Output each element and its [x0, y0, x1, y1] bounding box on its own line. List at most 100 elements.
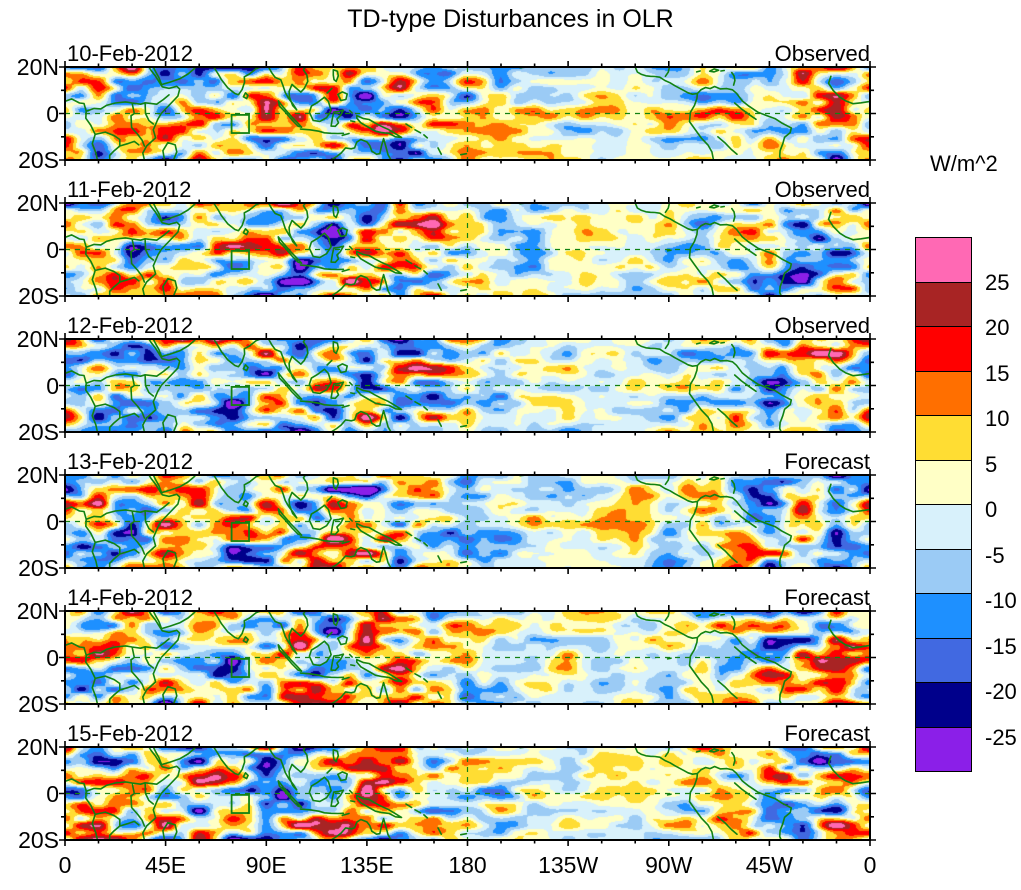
x-axis-label: 180 [448, 852, 487, 878]
panel-border [64, 474, 871, 569]
map-overlay [59, 469, 876, 574]
map-overlay [59, 61, 876, 166]
indian-ocean-region-box [230, 521, 250, 542]
y-axis-label: 0 [46, 236, 59, 263]
panel-type-label: Observed [774, 41, 870, 66]
panel-type-label: Forecast [784, 449, 870, 474]
panel-date-label: 13-Feb-2012 [67, 449, 193, 474]
panel-date-label: 15-Feb-2012 [67, 721, 193, 746]
y-axis-label: 20N [16, 734, 59, 760]
map-overlay [59, 605, 876, 710]
map-overlay [59, 197, 876, 302]
colorbar-cell [915, 415, 972, 461]
colorbar-tick-label: 15 [985, 360, 1010, 386]
axis-ticks [59, 61, 876, 166]
x-axis-label: 0 [58, 852, 72, 878]
panel-border [64, 202, 871, 297]
colorbar-tick-label: 25 [985, 269, 1010, 295]
y-axis-label: 0 [46, 644, 59, 671]
y-axis-label: 20S [18, 283, 59, 309]
axis-ticks [59, 333, 876, 438]
map-panel-11-feb-2012: 11-Feb-2012 Observed 20N 0 20S [17, 177, 876, 309]
panel-header: 12-Feb-2012 Observed [67, 313, 870, 338]
indian-ocean-region-box [230, 793, 250, 814]
panel-border [64, 746, 871, 841]
colorbar-tick-label: 0 [985, 497, 998, 522]
axis-ticks [59, 197, 876, 302]
map-overlay [59, 741, 876, 846]
x-axis-label: 45W [745, 852, 794, 878]
map-panel-14-feb-2012: 14-Feb-2012 Forecast 20N 0 20S [17, 585, 876, 717]
panel-border [64, 610, 871, 705]
panel-type-label: Forecast [784, 721, 870, 746]
x-axis-label: 90E [245, 852, 287, 878]
colorbar-tick-label: -25 [985, 724, 1017, 750]
y-axis-label: 0 [46, 508, 59, 535]
y-axis-label: 20S [18, 419, 59, 445]
colorbar-tick-label: 20 [985, 315, 1010, 340]
panel-header: 10-Feb-2012 Observed [67, 41, 870, 66]
chart-title: TD-type Disturbances in OLR [347, 5, 674, 33]
panel-date-label: 10-Feb-2012 [67, 41, 193, 66]
y-axis-label: 0 [46, 100, 59, 127]
y-axis-label: 20N [16, 190, 59, 216]
colorbar-cell [915, 370, 972, 416]
colorbar-cell [915, 637, 972, 683]
colorbar-cell [915, 237, 972, 283]
colorbar-tick-label: -20 [985, 679, 1017, 704]
panel-date-label: 14-Feb-2012 [67, 585, 193, 610]
colorbar-cell [915, 548, 972, 594]
y-axis-label: 20N [16, 326, 59, 352]
colorbar-cell [915, 281, 972, 327]
y-axis-label: 20N [16, 462, 59, 488]
colorbar-tick-label: -15 [985, 633, 1017, 659]
axis-ticks [59, 605, 876, 710]
y-axis-label: 20S [18, 555, 59, 581]
map-panel-12-feb-2012: 12-Feb-2012 Observed 20N 0 20S [17, 313, 876, 445]
colorbar-cell [915, 326, 972, 372]
x-axis-label: 0 [863, 852, 877, 878]
map-panel-13-feb-2012: 13-Feb-2012 Forecast 20N 0 20S [17, 449, 876, 581]
x-axis-label: 135W [538, 852, 599, 878]
panel-type-label: Observed [774, 177, 870, 202]
panel-border [64, 338, 871, 433]
colorbar [915, 237, 972, 772]
panel-date-label: 11-Feb-2012 [67, 177, 192, 202]
colorbar-cell [915, 459, 972, 505]
panel-header: 14-Feb-2012 Forecast [67, 585, 870, 610]
colorbar-cell [915, 504, 972, 550]
indian-ocean-region-box [230, 385, 250, 406]
panel-type-label: Observed [774, 313, 870, 338]
panel-header: 15-Feb-2012 Forecast [67, 721, 870, 746]
y-axis-label: 20N [16, 54, 59, 80]
colorbar-cell [915, 726, 972, 772]
y-axis-label: 20S [18, 691, 59, 717]
axis-ticks [59, 741, 876, 846]
colorbar-tick-label: -5 [985, 542, 1005, 568]
panel-border [64, 66, 871, 161]
y-axis-label: 20N [16, 598, 59, 624]
colorbar-cell [915, 593, 972, 639]
colorbar-units-label: W/m^2 [930, 151, 998, 176]
colorbar-tick-label: 5 [985, 451, 998, 477]
map-overlay [59, 333, 876, 438]
panel-type-label: Forecast [784, 585, 870, 610]
map-panel-10-feb-2012: 10-Feb-2012 Observed 20N 0 20S [17, 41, 876, 173]
panel-header: 11-Feb-2012 Observed [67, 177, 870, 202]
y-axis-label: 0 [46, 780, 59, 807]
x-axis-label: 135E [340, 852, 394, 878]
y-axis-label: 20S [18, 827, 59, 853]
indian-ocean-region-box [230, 113, 250, 134]
colorbar-cell [915, 682, 972, 728]
panel-header: 13-Feb-2012 Forecast [67, 449, 870, 474]
y-axis-label: 0 [46, 372, 59, 399]
colorbar-tick-label: -10 [985, 588, 1017, 613]
panel-date-label: 12-Feb-2012 [67, 313, 193, 338]
x-axis-label: 90W [645, 852, 693, 878]
axis-ticks [59, 469, 876, 574]
indian-ocean-region-box [230, 249, 250, 270]
colorbar-tick-label: 10 [985, 406, 1010, 431]
x-axis-label: 45E [145, 852, 187, 878]
indian-ocean-region-box [230, 657, 250, 678]
